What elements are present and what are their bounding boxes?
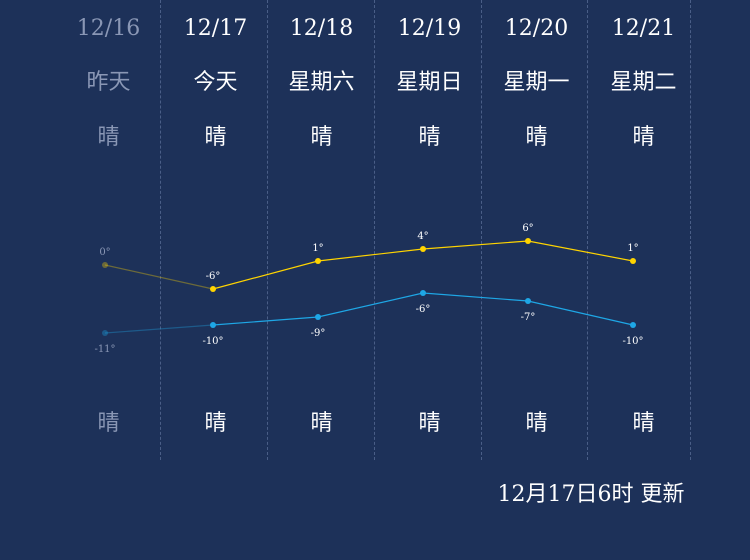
- day-weekday: 昨天: [86, 70, 131, 95]
- high-temp-label: 6°: [522, 223, 533, 234]
- day-date: 12/20: [504, 16, 569, 41]
- day-weekday: 星期六: [288, 70, 355, 95]
- day-date: 12/19: [397, 16, 462, 41]
- day-column-sunday: 12/19 星期日 晴 晴: [376, 0, 483, 460]
- day-column-yesterday: 12/16 昨天 晴 晴: [55, 0, 162, 460]
- high-temp-label: 0°: [99, 247, 110, 258]
- day-weekday: 星期一: [503, 70, 570, 95]
- day-condition: 晴: [632, 125, 655, 150]
- column-divider: [374, 0, 375, 460]
- high-temp-point: [315, 258, 321, 264]
- high-temp-label: -6°: [206, 271, 221, 282]
- night-condition: 晴: [525, 411, 548, 436]
- day-weekday: 星期日: [396, 70, 463, 95]
- low-temp-label: -11°: [94, 344, 115, 355]
- night-condition: 晴: [97, 411, 120, 436]
- day-date: 12/17: [183, 16, 248, 41]
- night-condition: 晴: [632, 411, 655, 436]
- low-temp-label: -7°: [521, 312, 536, 323]
- low-temp-point: [102, 330, 108, 336]
- low-temp-label: -10°: [622, 336, 643, 347]
- low-temp-label: -6°: [416, 304, 431, 315]
- day-condition: 晴: [418, 125, 441, 150]
- update-time: 12月17日6时 更新: [497, 482, 685, 507]
- day-date: 12/18: [289, 16, 354, 41]
- column-divider: [690, 0, 691, 460]
- day-weekday: 今天: [193, 70, 238, 95]
- low-temp-label: -10°: [202, 336, 223, 347]
- day-column-tuesday: 12/21 星期二 晴 晴: [590, 0, 697, 460]
- low-temp-past-segment: [104, 324, 214, 334]
- low-temp-label: -9°: [311, 328, 326, 339]
- high-temp-label: 4°: [417, 231, 428, 242]
- high-temp-point: [525, 238, 531, 244]
- column-divider: [481, 0, 482, 460]
- day-condition: 晴: [204, 125, 227, 150]
- column-divider: [587, 0, 588, 460]
- low-temp-point: [420, 290, 426, 296]
- day-condition: 晴: [310, 125, 333, 150]
- low-temp-point: [630, 322, 636, 328]
- night-condition: 晴: [310, 411, 333, 436]
- column-divider: [267, 0, 268, 460]
- temperature-chart: 0° -6° 1° 4° 6° 1° -11° -10° -9° -6° -7° -10°: [94, 223, 643, 355]
- high-temp-point: [210, 286, 216, 292]
- low-temp-point: [525, 298, 531, 304]
- high-temp-point: [630, 258, 636, 264]
- day-condition: 晴: [97, 125, 120, 150]
- column-divider: [160, 0, 161, 460]
- high-temp-label: 1°: [627, 243, 638, 254]
- low-temp-point: [315, 314, 321, 320]
- day-column-monday: 12/20 星期一 晴 晴: [483, 0, 590, 460]
- day-column-saturday: 12/18 星期六 晴 晴: [268, 0, 375, 460]
- high-temp-past-segment: [104, 264, 214, 290]
- day-date: 12/21: [611, 16, 676, 41]
- day-column-today: 12/17 今天 晴 晴: [162, 0, 269, 460]
- high-temp-point: [102, 262, 108, 268]
- night-condition: 晴: [204, 411, 227, 436]
- high-temp-label: 1°: [312, 243, 323, 254]
- day-weekday: 星期二: [610, 70, 677, 95]
- low-temp-point: [210, 322, 216, 328]
- day-date: 12/16: [76, 16, 141, 41]
- high-temp-point: [420, 246, 426, 252]
- day-condition: 晴: [525, 125, 548, 150]
- night-condition: 晴: [418, 411, 441, 436]
